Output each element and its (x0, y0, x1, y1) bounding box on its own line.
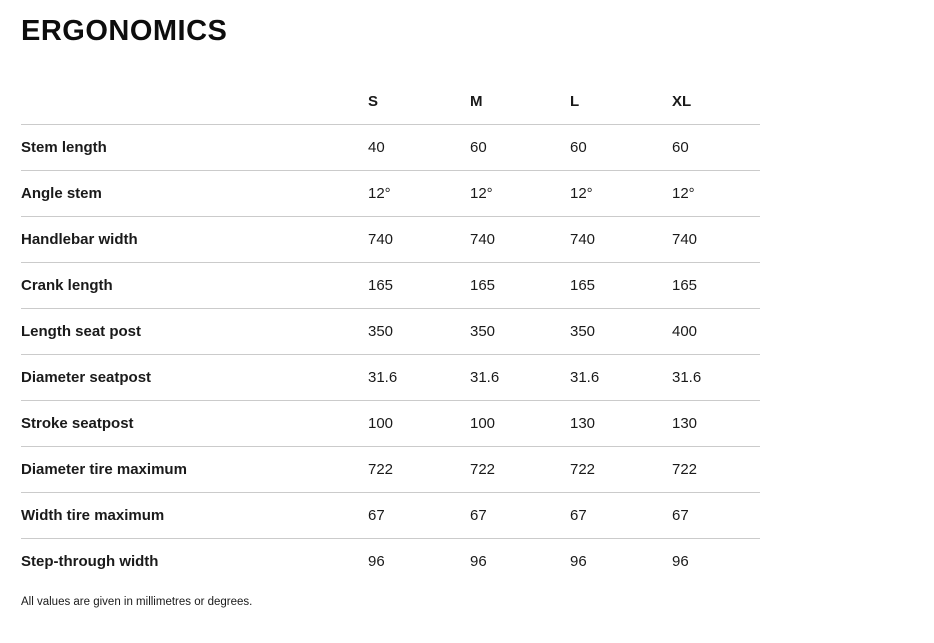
page-title: ERGONOMICS (21, 15, 228, 47)
value-s: 67 (368, 492, 470, 539)
table-row: Diameter tire maximum 722 722 722 722 (21, 446, 760, 493)
value-s: 40 (368, 124, 470, 171)
value-s: 31.6 (368, 354, 470, 401)
value-xl: 31.6 (672, 354, 760, 401)
table-body: Stem length 40 60 60 60 Angle stem 12° 1… (21, 124, 760, 585)
value-l: 60 (570, 124, 672, 171)
value-xl: 96 (672, 553, 689, 571)
table-header-row: S M L XL (21, 84, 760, 125)
value-s: 12° (368, 170, 470, 217)
value-s: 165 (368, 262, 470, 309)
value-m: 96 (470, 553, 487, 571)
spec-label: Stem length (21, 124, 368, 171)
value-m: 60 (470, 124, 570, 171)
ergonomics-table: S M L XL Stem length 40 60 60 60 Angle s… (21, 84, 760, 585)
table-row: Diameter seatpost 31.6 31.6 31.6 31.6 (21, 354, 760, 401)
size-column-header-xl: XL (672, 84, 760, 125)
value-m: 67 (470, 492, 570, 539)
spec-label: Width tire maximum (21, 492, 368, 539)
value-m: 722 (470, 446, 570, 493)
value-m: 740 (470, 216, 570, 263)
value-l: 722 (570, 446, 672, 493)
value-s: 740 (368, 216, 470, 263)
value-l: 165 (570, 262, 672, 309)
value-s: 96 (368, 553, 385, 571)
value-l: 130 (570, 400, 672, 447)
table-row: Length seat post 350 350 350 400 (21, 308, 760, 355)
value-l: 31.6 (570, 354, 672, 401)
spec-label: Diameter tire maximum (21, 446, 368, 493)
table-row: Handlebar width 740 740 740 740 (21, 216, 760, 263)
table-row: Width tire maximum 67 67 67 67 (21, 492, 760, 539)
table-row: Stem length 40 60 60 60 (21, 124, 760, 171)
table-row: Stroke seatpost 100 100 130 130 (21, 400, 760, 447)
value-xl: 400 (672, 308, 760, 355)
value-xl: 12° (672, 170, 760, 217)
value-m: 12° (470, 170, 570, 217)
value-xl: 740 (672, 216, 760, 263)
value-l: 740 (570, 216, 672, 263)
value-m: 100 (470, 400, 570, 447)
value-l: 350 (570, 308, 672, 355)
value-l: 67 (570, 492, 672, 539)
spec-label: Diameter seatpost (21, 354, 368, 401)
value-s: 722 (368, 446, 470, 493)
table-row: Angle stem 12° 12° 12° 12° (21, 170, 760, 217)
value-m: 350 (470, 308, 570, 355)
value-l: 96 (570, 553, 587, 571)
spec-label: Stroke seatpost (21, 400, 368, 447)
spec-label: Length seat post (21, 308, 368, 355)
table-row: Step-through width 96 96 96 96 (21, 539, 760, 585)
footnote: All values are given in millimetres or d… (21, 595, 253, 608)
value-xl: 130 (672, 400, 760, 447)
size-column-header-s: S (368, 84, 470, 125)
size-column-header-l: L (570, 84, 672, 125)
value-xl: 67 (672, 492, 760, 539)
size-column-header-m: M (470, 84, 570, 125)
spec-label: Step-through width (21, 553, 159, 571)
value-xl: 60 (672, 124, 760, 171)
value-m: 31.6 (470, 354, 570, 401)
value-s: 350 (368, 308, 470, 355)
spec-label: Crank length (21, 262, 368, 309)
value-l: 12° (570, 170, 672, 217)
spec-label: Angle stem (21, 170, 368, 217)
table-row: Crank length 165 165 165 165 (21, 262, 760, 309)
spec-column-header (21, 84, 368, 125)
value-xl: 722 (672, 446, 760, 493)
value-s: 100 (368, 400, 470, 447)
spec-label: Handlebar width (21, 216, 368, 263)
value-m: 165 (470, 262, 570, 309)
value-xl: 165 (672, 262, 760, 309)
